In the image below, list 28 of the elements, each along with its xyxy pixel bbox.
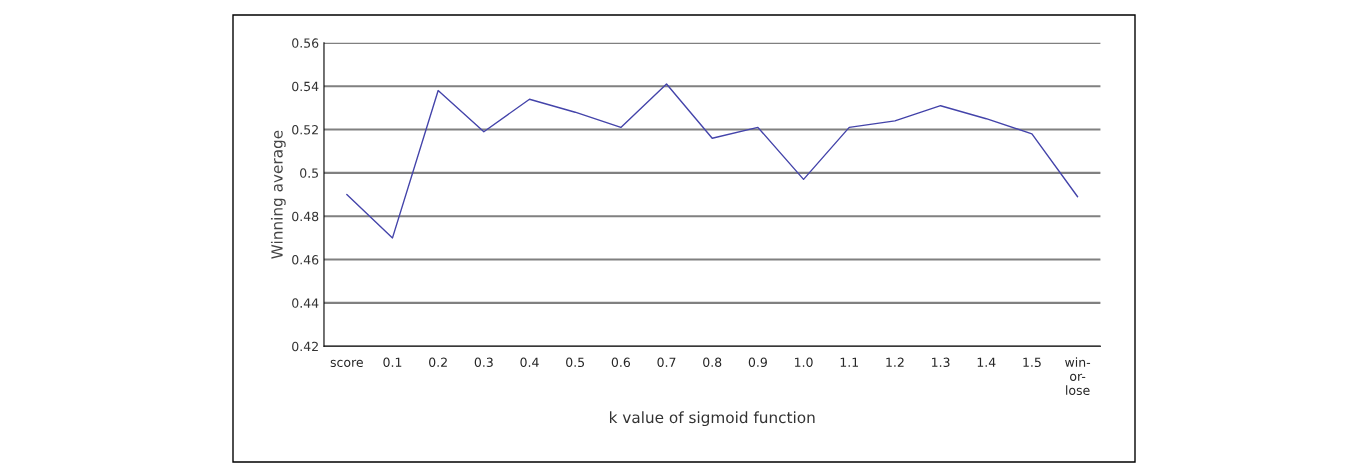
x-tick-label: 0.2 [429,357,447,368]
y-axis-title: Winning average [270,130,286,259]
y-tick-label: 0.52 [292,125,318,135]
x-tick-label: 1.4 [977,357,996,367]
y-tick-label: 0.5 [300,168,319,178]
y-tick-label: 0.44 [292,298,319,308]
x-tick-label: 0.9 [748,357,767,368]
y-tick-label: 0.56 [292,38,319,48]
y-tick-label: 0.54 [292,81,319,92]
x-tick-label: 0.4 [520,357,539,368]
x-axis-title: k value of sigmoid function [609,411,815,427]
x-tick-label: win- or- lose [1065,357,1091,396]
x-tick-label: score [330,359,363,368]
x-tick-label: 0.6 [611,357,631,368]
x-tick-label: 0.3 [474,357,493,368]
y-tick-label: 0.48 [292,211,319,222]
x-tick-label: 1.2 [886,357,904,367]
x-tick-label: 0.5 [566,357,585,368]
x-tick-label: 0.8 [703,357,722,368]
line-series [346,83,1079,239]
x-tick-label: 0.7 [657,357,676,368]
x-tick-label: 1.3 [932,357,950,368]
x-tick-label: 0.1 [383,357,402,368]
y-tick-label: 0.42 [292,341,318,352]
x-tick-label: 1.1 [840,357,859,367]
x-tick-label: 1.0 [794,357,813,368]
y-tick-label: 0.46 [292,255,319,265]
x-tick-label: 1.5 [1023,357,1041,368]
